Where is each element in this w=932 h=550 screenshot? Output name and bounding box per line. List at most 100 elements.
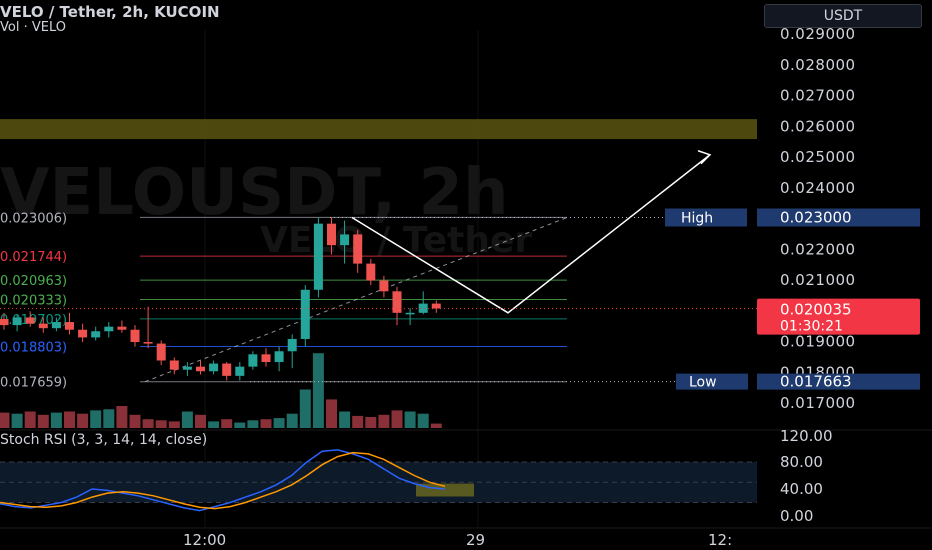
candle-body-29 (379, 280, 389, 292)
low-marker-tag (676, 373, 748, 390)
candle-body-19 (248, 354, 258, 367)
symbol-title: VELO / Tether, 2h, KUCOIN (0, 3, 220, 21)
fib-label-2: 0.020963) (0, 274, 67, 289)
projection-path (351, 154, 711, 314)
watermark-name: VELO / Tether (260, 220, 532, 261)
volume-bar-26 (339, 411, 351, 428)
volume-bar-7 (90, 410, 102, 428)
fib-label-0: 0.023006) (0, 211, 67, 226)
candle-body-2 (25, 317, 35, 324)
projection-arrowhead (697, 150, 712, 165)
candle-body-8 (104, 326, 114, 332)
candle-body-15 (196, 366, 205, 372)
candle-body-18 (235, 366, 245, 376)
fib-label-1: 0.021744) (0, 250, 67, 265)
candle-body-25 (327, 223, 336, 246)
volume-bar-6 (77, 413, 89, 428)
currency-button[interactable]: USDT (764, 4, 922, 28)
volume-bar-22 (286, 413, 298, 428)
low-marker-value: 0.017663 (780, 373, 852, 391)
countdown-timer: 01:30:21 (780, 319, 843, 335)
candle-body-33 (431, 303, 441, 309)
volume-bar-19 (247, 420, 259, 428)
volume-bar-29 (378, 414, 390, 428)
volume-bar-0 (0, 412, 10, 428)
volume-bar-1 (11, 413, 23, 428)
price-tick-label: 0.029000 (780, 25, 856, 43)
low-value-tag (757, 373, 920, 390)
volume-bar-8 (103, 409, 115, 428)
candle-body-30 (392, 291, 402, 313)
stoch-axis-label: 0.00 (780, 507, 813, 525)
volume-bar-15 (195, 414, 206, 428)
candle-body-21 (274, 351, 284, 363)
candle-body-0 (0, 318, 9, 326)
volume-bar-17 (221, 419, 233, 428)
current-price-tag (757, 298, 920, 335)
candle-body-7 (91, 331, 101, 338)
time-tick-label: 12:00 (183, 531, 226, 549)
time-tick-label: 12: (708, 531, 732, 549)
volume-bar-16 (208, 421, 220, 428)
price-tick-label: 0.027000 (780, 87, 856, 105)
price-tick-label: 0.022000 (780, 240, 856, 258)
high-marker-value: 0.023000 (780, 209, 852, 227)
time-tick-label: 29 (466, 531, 485, 549)
volume-bar-13 (168, 421, 180, 428)
candle-body-9 (117, 326, 127, 330)
volume-bar-2 (24, 411, 36, 428)
candle-body-23 (300, 289, 310, 339)
candle-body-28 (366, 263, 376, 281)
candle-body-16 (209, 363, 219, 372)
price-tick-label: 0.021000 (780, 271, 856, 289)
volume-bar-25 (326, 399, 337, 428)
candle-body-24 (313, 223, 323, 290)
volume-bar-5 (64, 411, 75, 428)
volume-bar-27 (352, 415, 364, 428)
fib-label-6: 0.017659) (0, 376, 67, 391)
volume-bar-32 (417, 413, 429, 428)
fib-label-3: 0.020333) (0, 294, 67, 309)
volume-bar-10 (129, 414, 141, 428)
volume-bar-33 (430, 423, 442, 428)
candle-body-13 (169, 360, 179, 370)
candle-body-6 (78, 329, 88, 338)
current-price-value: 0.020035 (780, 301, 852, 319)
fib-trend-line (144, 217, 568, 383)
stoch-rsi-title: Stoch RSI (3, 3, 14, 14, close) (0, 432, 207, 448)
candle-body-20 (261, 354, 271, 363)
candle-body-27 (353, 234, 363, 264)
volume-bar-31 (404, 411, 416, 428)
volume-bar-21 (273, 418, 285, 428)
volume-bar-3 (37, 414, 49, 428)
low-marker-label: Low (689, 375, 717, 391)
price-tick-label: 0.025000 (780, 148, 856, 166)
candle-body-1 (12, 317, 22, 326)
candle-body-5 (65, 322, 74, 330)
candle-body-4 (51, 322, 61, 329)
candle-body-32 (418, 303, 428, 313)
candle-body-17 (222, 363, 232, 376)
volume-bar-4 (50, 412, 62, 428)
watermark-symbol: VELOUSDT, 2h (0, 156, 509, 230)
candle-body-22 (287, 338, 297, 352)
volume-bar-18 (234, 422, 246, 428)
candle-body-14 (182, 366, 192, 370)
candle-body-11 (143, 342, 153, 344)
fib-label-5: 0.018803) (0, 341, 67, 356)
stoch-axis-label: 80.00 (780, 453, 823, 471)
volume-bar-12 (155, 420, 167, 428)
volume-bar-30 (391, 410, 403, 428)
stoch-k-line (0, 449, 446, 512)
stoch-d-line (0, 451, 446, 510)
volume-bar-23 (299, 389, 311, 428)
volume-bar-28 (365, 417, 377, 428)
price-tick-label: 0.024000 (780, 179, 856, 197)
price-tick-label: 0.017000 (780, 394, 856, 412)
resistance-zone (0, 119, 757, 140)
stoch-highlight-zone (416, 483, 474, 497)
high-value-tag (757, 208, 920, 227)
stoch-axis-label: 40.00 (780, 480, 823, 498)
